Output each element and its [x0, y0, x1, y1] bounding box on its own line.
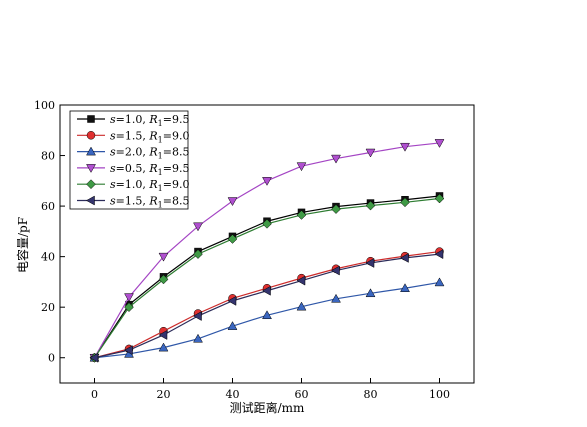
- legend-entry-5: s=1.0, R1=9.0: [77, 178, 189, 193]
- data-point: [193, 333, 203, 343]
- data-point: [330, 265, 340, 276]
- y-tick-label: 20: [41, 301, 55, 314]
- data-point: [262, 177, 272, 186]
- y-tick-label: 100: [34, 99, 55, 112]
- data-point: [365, 148, 376, 158]
- x-tick-label: 20: [157, 388, 171, 401]
- x-tick-label: 40: [226, 388, 240, 401]
- x-axis-label: 测试距离/mm: [230, 400, 305, 415]
- data-point: [227, 197, 238, 207]
- series-5: [89, 193, 445, 363]
- data-point: [331, 204, 341, 214]
- data-point: [262, 218, 272, 229]
- data-point: [434, 277, 445, 287]
- data-point: [227, 234, 238, 244]
- x-tick-label: 100: [429, 388, 450, 401]
- data-point: [261, 285, 271, 296]
- series-1: [90, 192, 444, 362]
- x-tick-label: 0: [91, 388, 98, 401]
- legend-label: s=1.5, R1=9.0: [110, 129, 189, 144]
- data-point: [158, 342, 169, 352]
- axis-ticks: 0 20 40 60 80 100 0 20 40 60 80 100: [34, 99, 450, 401]
- legend-entry-3: s=2.0, R1=8.5: [77, 146, 189, 161]
- series-line: [94, 253, 440, 359]
- legend-label: s=1.0, R1=9.5: [110, 113, 189, 128]
- data-point: [365, 200, 376, 211]
- y-tick-label: 0: [48, 352, 55, 365]
- legend-marker: [86, 131, 96, 140]
- legend-entry-6: s=1.5, R1=8.5: [77, 195, 189, 210]
- x-tick-label: 80: [364, 388, 378, 401]
- data-point: [399, 252, 409, 263]
- legend-marker: [87, 115, 95, 123]
- legend-marker: [86, 146, 96, 156]
- y-axis-label: 电容量/pF: [15, 217, 30, 273]
- data-point: [227, 321, 238, 330]
- data-point: [158, 274, 169, 285]
- data-point: [262, 310, 272, 320]
- data-point: [227, 295, 237, 306]
- data-point: [331, 154, 341, 164]
- data-point: [89, 352, 99, 363]
- legend-label: s=1.0, R1=9.0: [110, 178, 189, 193]
- series-layer: [89, 139, 445, 363]
- legend: s=1.0, R1=9.5s=1.5, R1=9.0s=2.0, R1=8.5s…: [69, 110, 189, 210]
- data-point: [400, 197, 410, 208]
- legend-label: s=2.0, R1=8.5: [110, 146, 189, 161]
- data-point: [193, 249, 203, 259]
- legend-entry-2: s=1.5, R1=9.0: [77, 129, 189, 144]
- data-point: [124, 293, 134, 303]
- legend-box: [69, 110, 189, 210]
- series-3: [89, 277, 445, 362]
- legend-label: s=1.5, R1=8.5: [110, 195, 189, 210]
- legend-marker: [85, 195, 95, 206]
- y-tick-label: 60: [41, 200, 55, 213]
- data-point: [296, 301, 307, 311]
- data-point: [365, 258, 375, 268]
- data-point: [434, 249, 444, 260]
- legend-marker: [86, 164, 96, 173]
- x-tick-label: 60: [295, 388, 309, 401]
- plot-frame: [59, 104, 475, 384]
- y-tick-label: 80: [41, 150, 55, 163]
- data-point: [400, 283, 410, 292]
- data-point: [434, 139, 445, 148]
- data-point: [434, 193, 445, 204]
- data-point: [158, 330, 168, 340]
- data-point: [123, 345, 133, 356]
- data-point: [296, 275, 306, 286]
- data-point: [296, 210, 307, 220]
- legend-entry-4: s=0.5, R1=9.5: [77, 162, 189, 177]
- data-point: [124, 302, 134, 313]
- data-point: [192, 311, 202, 321]
- legend-entry-1: s=1.0, R1=9.5: [77, 113, 189, 128]
- data-point: [331, 293, 341, 303]
- legend-marker: [86, 179, 96, 190]
- series-line: [94, 250, 440, 359]
- legend-label: s=0.5, R1=9.5: [110, 162, 189, 177]
- series-6: [89, 249, 444, 363]
- data-point: [400, 142, 410, 152]
- data-point: [158, 252, 169, 262]
- series-2: [90, 247, 444, 362]
- data-point: [365, 288, 376, 298]
- data-point: [296, 162, 307, 172]
- data-point: [193, 222, 203, 232]
- y-tick-label: 40: [41, 251, 55, 264]
